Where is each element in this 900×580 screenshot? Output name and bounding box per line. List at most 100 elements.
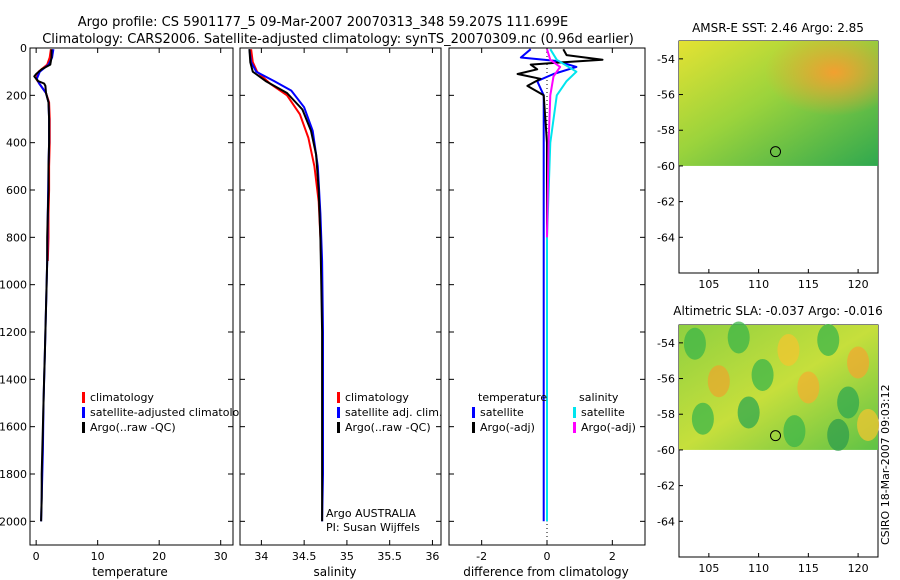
- lat-tick-label: -58: [657, 124, 675, 137]
- x-tick-label: 2: [609, 550, 616, 563]
- sla-eddy: [797, 371, 820, 404]
- lon-tick-label: 120: [848, 278, 869, 291]
- lon-tick-label: 105: [698, 562, 719, 575]
- legend-label-salinity: salinity: [579, 391, 619, 404]
- legend-label-satellite: satellite: [480, 406, 524, 419]
- temperature-lines: [33, 49, 55, 522]
- sst-map-ticks: -54 -56 -58 -60 -62 -64 105 110 115 120: [657, 53, 869, 291]
- legend-swatch-argo-adj: [573, 422, 576, 433]
- legend-swatch-argo-raw-qc: [337, 422, 340, 433]
- legend-label-satellite: satellite: [581, 406, 625, 419]
- lon-tick-label: 105: [698, 278, 719, 291]
- y-tick-label: 800: [6, 231, 27, 244]
- lat-tick-label: -58: [657, 408, 675, 421]
- salinity-lines: [248, 49, 324, 522]
- lon-tick-label: 115: [798, 278, 819, 291]
- sla-field-image: [679, 321, 880, 451]
- y-tick-label: 1600: [0, 421, 27, 434]
- salinity-panel: 34 34.5 35 35.5 36 salinity climatology satel…: [239, 47, 442, 579]
- y-tick-label: 1200: [0, 326, 27, 339]
- temperature-x-ticks: 0 10 20 30: [33, 48, 228, 563]
- x-tick-label: 36: [425, 550, 439, 563]
- series-line-salinity-argo-adj: [546, 48, 562, 238]
- side-credit-label: CSIRO 18-Mar-2007 09:03:12: [879, 384, 892, 545]
- legend-swatch-satellite-adj-clim: [337, 407, 340, 418]
- series-line-salinity-satellite: [546, 48, 578, 522]
- sla-eddy: [751, 358, 774, 391]
- x-tick-label: -2: [476, 550, 487, 563]
- sst-map-title: AMSR-E SST: 2.46 Argo: 2.85: [692, 21, 864, 35]
- legend-swatch-satellite: [573, 407, 576, 418]
- legend-label-argo-raw-qc: Argo(..raw -QC): [345, 421, 431, 434]
- lat-tick-label: -56: [657, 373, 675, 386]
- lat-tick-label: -60: [657, 444, 675, 457]
- x-tick-label: 35: [340, 550, 354, 563]
- legend-label-temperature: temperature: [478, 391, 547, 404]
- temperature-legend: climatology satellite-adjusted climatolog…: [82, 391, 253, 434]
- legend-label-climatology: climatology: [90, 391, 154, 404]
- y-tick-label: 2000: [0, 515, 27, 528]
- y-tick-label: 1800: [0, 468, 27, 481]
- temperature-y-ticks: 0 200 400 600 800 1000 1200 1400 1600 1800 2000: [0, 42, 233, 528]
- temperature-panel: 0 200 400 600 800 1000 1200 1400 1600 1800 2000 0 1…: [0, 42, 253, 579]
- sla-eddy: [777, 333, 800, 366]
- sla-eddy: [837, 386, 860, 419]
- legend-swatch-satellite: [472, 407, 475, 418]
- series-line-argo-raw-qc: [248, 49, 324, 522]
- series-line-argo-raw-qc: [33, 49, 53, 522]
- sla-map-panel: Altimetric SLA: -0.037 Argo: -0.016 -54 -…: [657, 304, 883, 575]
- lon-tick-label: 120: [848, 562, 869, 575]
- legend-label-argo-adj: Argo(-adj): [581, 421, 636, 434]
- legend-swatch-climatology: [337, 392, 340, 403]
- sla-eddy: [847, 346, 870, 379]
- sla-map-ticks: -54 -56 -58 -60 -62 -64 105 110 115 120: [657, 337, 869, 575]
- sla-eddy: [737, 396, 760, 429]
- legend-label-argo-raw-qc: Argo(..raw -QC): [90, 421, 176, 434]
- difference-panel: -2 0 2 difference from climatology tempera…: [448, 47, 646, 579]
- salinity-y-ticks: [240, 47, 441, 522]
- difference-y-ticks: [449, 47, 645, 522]
- lon-tick-label: 110: [748, 278, 769, 291]
- lat-tick-label: -64: [657, 231, 675, 244]
- sla-eddy: [827, 418, 850, 451]
- x-tick-label: 30: [214, 550, 228, 563]
- x-tick-label: 20: [152, 550, 166, 563]
- lat-tick-label: -54: [657, 337, 675, 350]
- legend-label-satellite-adjusted-climatology: satellite-adjusted climatology: [90, 406, 253, 419]
- sla-eddy: [817, 323, 840, 356]
- legend-swatch-satellite-adjusted-climatology: [82, 407, 85, 418]
- legend-swatch-argo-raw-qc: [82, 422, 85, 433]
- temperature-x-label: temperature: [92, 565, 167, 579]
- figure-title-line2: Climatology: CARS2006. Satellite-adjuste…: [42, 32, 634, 47]
- sst-field-image: [679, 41, 878, 166]
- sla-eddy: [691, 402, 714, 435]
- legend-swatch-climatology: [82, 392, 85, 403]
- y-tick-label: 1000: [0, 279, 27, 292]
- y-tick-label: 0: [20, 42, 27, 55]
- legend-swatch-argo-adj: [472, 422, 475, 433]
- difference-lines: [516, 48, 604, 545]
- sla-map-title: Altimetric SLA: -0.037 Argo: -0.016: [673, 304, 882, 318]
- y-tick-label: 600: [6, 184, 27, 197]
- warm-anomaly-region: [679, 41, 878, 166]
- legend-label-argo-adj: Argo(-adj): [480, 421, 535, 434]
- sla-eddy: [727, 321, 750, 354]
- salinity-legend: climatology satellite adj. clim. Argo(..ra…: [337, 391, 442, 434]
- x-tick-label: 34.5: [292, 550, 317, 563]
- legend-label-climatology: climatology: [345, 391, 409, 404]
- salinity-x-label: salinity: [313, 565, 356, 579]
- lat-tick-label: -64: [657, 515, 675, 528]
- difference-x-label: difference from climatology: [463, 565, 629, 579]
- x-tick-label: 0: [33, 550, 40, 563]
- lon-tick-label: 110: [748, 562, 769, 575]
- salinity-x-ticks: 34 34.5 35 35.5 36: [254, 48, 439, 563]
- x-tick-label: 35.5: [377, 550, 402, 563]
- sla-eddy: [707, 365, 730, 398]
- x-tick-label: 34: [254, 550, 268, 563]
- lat-tick-label: -60: [657, 160, 675, 173]
- difference-legend: temperature satellite Argo(-adj) salinity sa…: [472, 391, 636, 434]
- x-tick-label: 0: [544, 550, 551, 563]
- sla-argo-location-marker: [770, 430, 782, 442]
- y-tick-label: 1400: [0, 373, 27, 386]
